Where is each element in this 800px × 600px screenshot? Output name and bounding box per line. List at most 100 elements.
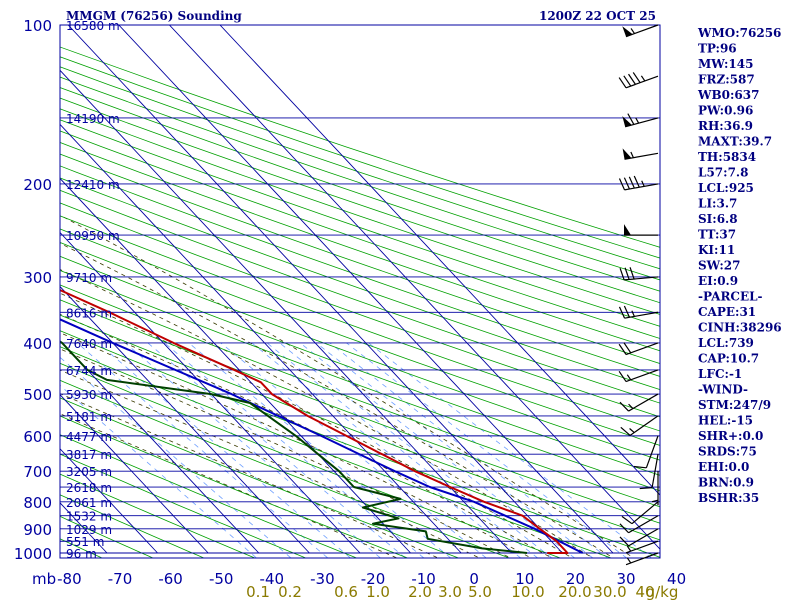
mixing-ratio-label: 40 — [635, 583, 654, 600]
dry-adiabat — [60, 119, 660, 327]
dry-adiabat — [60, 165, 660, 377]
wind-barbs — [618, 24, 659, 566]
dry-adiabat — [60, 434, 358, 558]
height-label: 12410 m — [66, 178, 120, 192]
height-label: 96 m — [66, 547, 97, 561]
temperature-tick-label: 0 — [469, 570, 479, 588]
isotherm — [118, 25, 614, 554]
mixing-ratio-label: 0.1 — [246, 583, 270, 600]
wind-barb-feather — [633, 175, 640, 188]
temperature-tick-label: 20 — [566, 570, 585, 588]
wind-barb-feather — [634, 465, 647, 469]
height-label: 1532 m — [66, 510, 112, 524]
mixing-ratio-label: 2.0 — [408, 583, 432, 600]
mixing-ratio-label: 5.0 — [468, 583, 492, 600]
height-label: 9710 m — [66, 271, 112, 285]
dry-adiabat — [60, 284, 660, 508]
wind-barb-staff — [625, 24, 659, 38]
mixing-ratio-line — [329, 342, 609, 558]
moist-adiabat — [60, 393, 439, 558]
isotherm — [60, 285, 310, 554]
height-label: 3205 m — [66, 465, 112, 479]
wind-barb-staff — [645, 435, 659, 469]
mixing-ratio-line — [368, 342, 653, 558]
wind-barb-half-feather — [635, 117, 640, 124]
mixing-ratio-label: 0.6 — [334, 583, 358, 600]
wind-barb-staff — [625, 369, 659, 383]
height-label: 4477 m — [66, 430, 112, 444]
sounding-index: LCL:739 — [698, 336, 754, 350]
plot-frame — [59, 24, 661, 559]
sounding-index: STM:247/9 — [698, 398, 771, 412]
temperature-tick-label: -20 — [361, 570, 386, 588]
mixing-ratio-line — [60, 384, 258, 558]
pressure-tick-label: 400 — [23, 335, 52, 353]
sounding-index: MAXT:39.7 — [698, 135, 772, 149]
station-title: MMGM (76256) Sounding — [66, 9, 242, 23]
wind-barb-staff — [625, 75, 659, 89]
wind-barb-staff — [625, 540, 659, 554]
sounding-index: CAPE:31 — [698, 305, 756, 319]
wind-barb-half-feather — [640, 75, 646, 82]
isotherm — [60, 123, 462, 554]
dry-adiabat — [60, 314, 660, 541]
dry-adiabat — [60, 242, 660, 461]
wind-barb-staff — [624, 276, 659, 281]
temperature-tick-label: 40 — [667, 570, 686, 588]
mixing-ratio-label: 1.0 — [366, 583, 390, 600]
mixing-ratio-label: 3.0 — [438, 583, 462, 600]
dry-adiabat — [60, 255, 660, 476]
wind-barb-feather — [623, 177, 630, 190]
dry-adiabat — [60, 397, 460, 558]
dry-adiabat — [60, 346, 613, 558]
height-label: 5181 m — [66, 410, 112, 424]
wind-barb-staff — [625, 552, 659, 566]
sounding-index: SRDS:75 — [698, 445, 757, 459]
sounding-time: 1200Z 22 OCT 25 — [539, 9, 656, 23]
sounding-index: LCL:925 — [698, 181, 754, 195]
height-label: 5930 m — [66, 388, 112, 402]
mixing-ratio-label: 10.0 — [511, 583, 544, 600]
parcel-trace — [60, 318, 584, 554]
sounding-index: CINH:38296 — [698, 321, 782, 335]
wind-barb-flag — [622, 26, 633, 37]
dry-adiabat — [60, 130, 660, 339]
pressure-tick-label: 900 — [23, 521, 52, 539]
wind-barb-half-feather — [651, 499, 659, 503]
background-lines — [60, 25, 660, 558]
wind-barb-staff — [625, 342, 659, 356]
wind-barb-feather — [624, 267, 630, 280]
isotherm — [60, 231, 361, 554]
dry-adiabat — [60, 215, 660, 432]
wind-barb-half-feather — [631, 310, 635, 317]
dry-adiabat — [60, 87, 660, 292]
wind-barb-staff — [624, 183, 659, 191]
height-label: 8616 m — [66, 306, 112, 320]
sounding-index: MW:145 — [698, 57, 753, 71]
temperature-tick-label: -30 — [310, 570, 335, 588]
dry-adiabat — [60, 415, 409, 558]
dry-adiabat — [60, 202, 660, 418]
wind-barb-half-feather — [641, 180, 645, 187]
pressure-tick-label: 1000 — [14, 545, 52, 563]
sounding-index: L57:7.8 — [698, 166, 748, 180]
wind-barb-flag — [622, 148, 632, 160]
dry-adiabat — [60, 473, 256, 558]
dry-adiabat — [60, 269, 660, 492]
mixing-ratio-line — [124, 342, 382, 558]
height-label: 14190 m — [66, 112, 120, 126]
wind-barb-feather — [618, 343, 627, 355]
sounding-index: FRZ:587 — [698, 73, 755, 87]
dry-adiabat — [60, 379, 511, 558]
mixing-ratio-label: g/kg — [646, 583, 679, 600]
sounding-index: -PARCEL- — [698, 290, 763, 304]
wind-barb-feather — [619, 267, 625, 281]
sounding-index: TH:5834 — [698, 150, 756, 164]
dry-adiabat — [60, 76, 660, 281]
wind-barb-feather — [618, 77, 627, 89]
isotherm — [67, 25, 563, 554]
height-label: 7640 m — [66, 337, 112, 351]
sounding-index: HEL:-15 — [698, 414, 753, 428]
mixing-ratio-line — [251, 342, 522, 558]
pressure-tick-label: 700 — [23, 463, 52, 481]
